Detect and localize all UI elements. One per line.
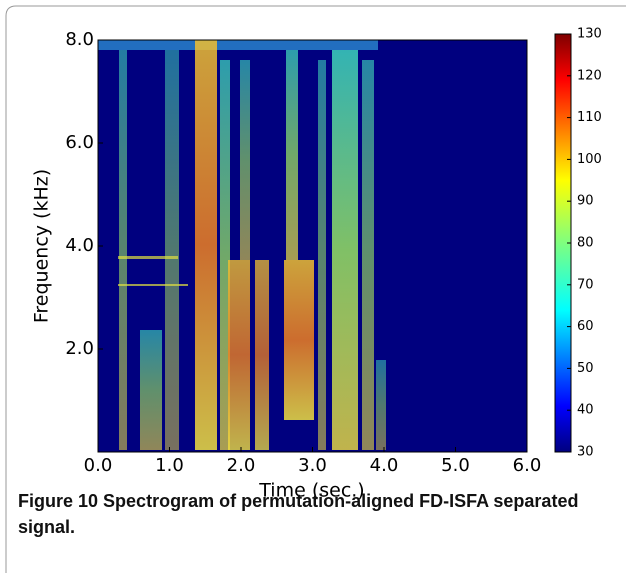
colorbar-tick-label: 40 [577, 403, 594, 418]
colorbar-tick-label: 70 [577, 277, 594, 292]
y-tick-label: 8.0 [65, 29, 94, 50]
caption-label: Figure 10 [18, 491, 99, 511]
colorbar-tick-label: 110 [577, 110, 602, 125]
x-tick-label: 4.0 [370, 455, 399, 476]
colorbar-tick-label: 90 [577, 194, 594, 209]
colorbar-tick-label: 100 [577, 152, 602, 167]
colorbar-tick-label: 80 [577, 236, 594, 251]
colorbar-tick-label: 60 [577, 319, 594, 334]
y-tick-label: 6.0 [65, 132, 94, 153]
colorbar-tick-label: 30 [577, 445, 594, 460]
x-tick-label: 3.0 [298, 455, 327, 476]
colorbar-tick-label: 130 [577, 27, 602, 42]
x-axis-label: Time (sec.) [258, 480, 364, 502]
y-axis-label: Frequency (kHz) [31, 169, 53, 323]
x-tick-label: 1.0 [155, 455, 184, 476]
frame [5, 5, 626, 573]
colorbar-tick-label: 50 [577, 361, 594, 376]
spectrogram [98, 40, 527, 452]
x-tick-label: 0.0 [84, 455, 113, 476]
caption-text: Spectrogram of permutation-aligned FD-IS… [18, 491, 579, 537]
y-tick-label: 4.0 [65, 235, 94, 256]
caption: Figure 10 Spectrogram of permutation-ali… [18, 488, 608, 540]
x-tick-label: 2.0 [227, 455, 256, 476]
x-tick-label: 6.0 [513, 455, 542, 476]
y-tick-label: 2.0 [65, 338, 94, 359]
x-tick-label: 5.0 [441, 455, 470, 476]
colorbar-tick-label: 120 [577, 68, 602, 83]
